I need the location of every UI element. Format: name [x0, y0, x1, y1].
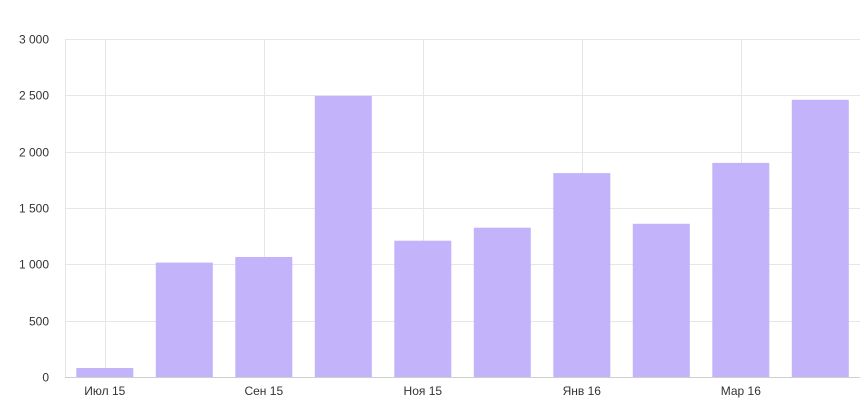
y-tick-label: 1 500 — [19, 202, 49, 216]
x-tick-label: Янв 16 — [563, 384, 602, 398]
bar — [712, 162, 770, 377]
bar — [553, 173, 611, 377]
y-tick-label: 1 000 — [19, 258, 49, 272]
x-tick-label: Мар 16 — [721, 384, 761, 398]
bars — [76, 95, 849, 378]
bar — [632, 223, 690, 377]
bar — [155, 262, 213, 377]
bar — [314, 95, 372, 378]
bar — [473, 227, 531, 377]
y-tick-label: 2 000 — [19, 146, 49, 160]
y-tick-label: 3 000 — [19, 33, 49, 47]
y-tick-label: 2 500 — [19, 89, 49, 103]
y-tick-label: 0 — [42, 371, 49, 385]
bar — [76, 368, 134, 377]
x-tick-label: Ноя 15 — [404, 384, 443, 398]
x-tick-label: Июл 15 — [84, 384, 125, 398]
x-tick-label: Сен 15 — [244, 384, 283, 398]
y-axis-tick-labels: 0 500 1 000 1 500 2 000 2 500 3 000 — [19, 33, 49, 385]
bar — [235, 257, 293, 377]
x-axis-tick-labels: Июл 15 Сен 15 Ноя 15 Янв 16 Мар 16 — [84, 384, 761, 398]
y-tick-label: 500 — [29, 315, 49, 329]
bar — [394, 240, 452, 377]
bar — [791, 99, 849, 378]
